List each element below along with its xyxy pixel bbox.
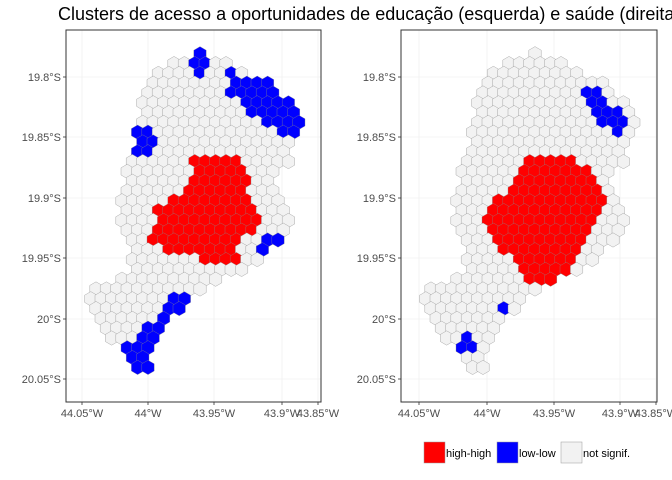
hexgrid	[419, 46, 641, 375]
hex-cell	[282, 154, 295, 170]
hex-cell	[172, 301, 186, 317]
legend: high-high low-low not signif.	[423, 441, 630, 464]
y-tick-label: 20.05°S	[22, 374, 61, 386]
hex-cell	[209, 271, 222, 287]
y-tick-label: 19.95°S	[357, 253, 396, 265]
x-tick-label: 44°W	[134, 408, 162, 420]
hex-cell	[528, 281, 542, 297]
hex-cell	[507, 301, 521, 317]
x-tick-label: 43.95°W	[533, 408, 576, 420]
legend-label: low-low	[519, 448, 556, 460]
legend-label: not signif.	[583, 448, 630, 460]
y-tick-label: 19.8°S	[28, 72, 61, 84]
y-tick-label: 19.95°S	[22, 253, 61, 265]
hex-cell	[193, 281, 207, 297]
hex-cell	[606, 232, 620, 248]
panel-border	[400, 29, 658, 403]
y-tick-label: 20°S	[372, 314, 396, 326]
legend-key-low-low	[496, 441, 519, 464]
legend-key-not-signif	[560, 441, 583, 464]
y-tick-label: 19.85°S	[357, 132, 396, 144]
y-tick-label: 19.8°S	[363, 72, 396, 84]
chart-title: Clusters de acesso a oportunidades de ed…	[58, 4, 672, 24]
hex-cell	[235, 261, 248, 277]
hex-cell	[250, 252, 264, 268]
y-tick-label: 19.9°S	[363, 193, 396, 205]
legend-label: high-high	[446, 448, 491, 460]
panel-left: 19.8°S 19.85°S 19.9°S 19.95°S 20°S 20.05°S 44.…	[22, 29, 340, 420]
panel-border	[65, 29, 322, 403]
panel-right: 19.8°S 19.85°S 19.9°S 19.95°S 20°S 20.05°S 44.…	[357, 29, 672, 420]
x-tick-label: 43.9°W	[264, 408, 301, 420]
hex-cell	[544, 271, 557, 287]
x-tick-label: 43.9°W	[602, 408, 639, 420]
hex-cell	[585, 252, 599, 268]
hex-cell	[271, 232, 285, 248]
hex-cell	[141, 359, 155, 375]
y-tick-label: 20.05°S	[357, 374, 396, 386]
y-tick-label: 19.9°S	[28, 193, 61, 205]
y-tick-label: 19.85°S	[22, 132, 61, 144]
x-tick-label: 43.85°W	[297, 408, 340, 420]
x-tick-label: 44°W	[473, 408, 501, 420]
legend-key-high-high	[423, 441, 446, 464]
x-tick-label: 43.95°W	[193, 408, 236, 420]
y-tick-label: 20°S	[37, 314, 61, 326]
hex-cell	[617, 154, 630, 170]
x-tick-label: 44.05°W	[398, 408, 441, 420]
hex-cell	[476, 359, 490, 375]
x-tick-label: 44.05°W	[61, 408, 104, 420]
hex-cell	[570, 261, 583, 277]
hexgrid	[84, 46, 306, 375]
x-tick-label: 43.85°W	[635, 408, 672, 420]
